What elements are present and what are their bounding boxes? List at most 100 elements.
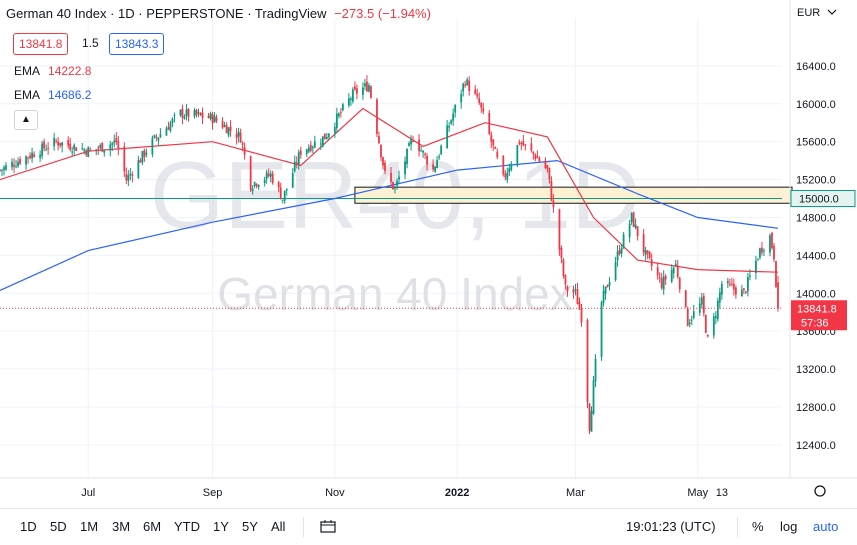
- candle[interactable]: [356, 88, 358, 94]
- candle[interactable]: [69, 143, 72, 150]
- candle[interactable]: [354, 86, 356, 90]
- candle[interactable]: [95, 149, 98, 151]
- candle[interactable]: [522, 141, 525, 146]
- candle[interactable]: [620, 248, 623, 254]
- candle[interactable]: [19, 159, 21, 164]
- candle[interactable]: [688, 322, 691, 324]
- candle[interactable]: [297, 152, 300, 165]
- candle[interactable]: [267, 173, 270, 177]
- candle[interactable]: [370, 86, 372, 98]
- candle[interactable]: [759, 248, 761, 258]
- candle[interactable]: [706, 334, 709, 337]
- candle[interactable]: [496, 151, 499, 158]
- candle[interactable]: [700, 297, 703, 305]
- candle[interactable]: [103, 149, 106, 153]
- candle[interactable]: [151, 137, 154, 155]
- candle[interactable]: [438, 156, 441, 158]
- candle[interactable]: [125, 173, 128, 181]
- candle[interactable]: [580, 309, 583, 323]
- candle[interactable]: [516, 145, 519, 166]
- tf-1d[interactable]: 1D: [20, 519, 37, 534]
- candle[interactable]: [115, 137, 118, 143]
- candle[interactable]: [616, 251, 619, 261]
- candle[interactable]: [171, 118, 174, 124]
- candle[interactable]: [608, 282, 611, 286]
- candle[interactable]: [594, 358, 597, 382]
- currency-label[interactable]: EUR: [797, 7, 820, 19]
- candle[interactable]: [311, 147, 314, 149]
- candle[interactable]: [630, 212, 633, 223]
- candle[interactable]: [490, 134, 493, 142]
- candle[interactable]: [576, 289, 579, 305]
- candle[interactable]: [634, 224, 637, 229]
- candle[interactable]: [408, 143, 410, 147]
- candle[interactable]: [55, 140, 58, 142]
- candle[interactable]: [13, 164, 15, 167]
- candle[interactable]: [743, 288, 745, 290]
- candle[interactable]: [293, 161, 296, 172]
- candle[interactable]: [277, 182, 280, 188]
- candle[interactable]: [193, 110, 196, 117]
- candle[interactable]: [237, 131, 240, 137]
- candle[interactable]: [187, 108, 190, 117]
- tf-5d[interactable]: 5D: [50, 519, 67, 534]
- candle[interactable]: [347, 98, 350, 106]
- candle[interactable]: [109, 144, 112, 151]
- candle[interactable]: [536, 156, 539, 159]
- candle[interactable]: [592, 380, 595, 414]
- candle[interactable]: [43, 141, 46, 149]
- candle[interactable]: [89, 149, 92, 151]
- candle[interactable]: [269, 173, 272, 177]
- candle[interactable]: [704, 315, 707, 333]
- candle[interactable]: [141, 151, 144, 163]
- candle[interactable]: [420, 150, 422, 152]
- candle[interactable]: [636, 226, 639, 237]
- candle[interactable]: [692, 311, 695, 318]
- candle[interactable]: [460, 93, 463, 103]
- candle[interactable]: [732, 283, 735, 290]
- candle[interactable]: [81, 148, 84, 150]
- candle[interactable]: [169, 122, 172, 131]
- candle[interactable]: [714, 316, 717, 319]
- buy-price[interactable]: 13843.3: [109, 33, 165, 55]
- candle[interactable]: [546, 165, 549, 169]
- candle[interactable]: [560, 248, 563, 258]
- candle[interactable]: [440, 145, 443, 155]
- candle[interactable]: [396, 180, 398, 186]
- tf-5y[interactable]: 5Y: [242, 519, 258, 534]
- candle[interactable]: [622, 234, 625, 249]
- candle[interactable]: [586, 319, 589, 403]
- candle[interactable]: [249, 156, 252, 190]
- candle[interactable]: [702, 296, 705, 314]
- candle[interactable]: [660, 278, 663, 288]
- candle[interactable]: [614, 261, 617, 280]
- candle[interactable]: [474, 89, 477, 94]
- candle[interactable]: [716, 300, 719, 320]
- candle[interactable]: [67, 140, 70, 146]
- candle[interactable]: [313, 141, 316, 148]
- candle[interactable]: [658, 277, 661, 279]
- candle[interactable]: [452, 113, 455, 121]
- candle[interactable]: [761, 247, 763, 253]
- candle[interactable]: [532, 151, 535, 154]
- candle[interactable]: [31, 152, 33, 159]
- candle[interactable]: [5, 165, 7, 170]
- candle[interactable]: [47, 147, 50, 149]
- candle[interactable]: [255, 184, 258, 187]
- candle[interactable]: [143, 150, 146, 157]
- candle[interactable]: [341, 104, 344, 111]
- candle[interactable]: [434, 166, 437, 172]
- candle[interactable]: [111, 142, 114, 146]
- candle[interactable]: [45, 149, 48, 151]
- candle[interactable]: [153, 135, 156, 138]
- candle[interactable]: [749, 275, 751, 277]
- candle[interactable]: [676, 265, 679, 277]
- candle[interactable]: [664, 276, 667, 280]
- tf-1m[interactable]: 1M: [80, 519, 99, 534]
- candle[interactable]: [769, 235, 771, 253]
- tf-ytd[interactable]: YTD: [174, 519, 200, 534]
- candle[interactable]: [159, 134, 162, 138]
- candle[interactable]: [552, 200, 555, 207]
- candle[interactable]: [662, 276, 665, 290]
- candle[interactable]: [17, 161, 19, 167]
